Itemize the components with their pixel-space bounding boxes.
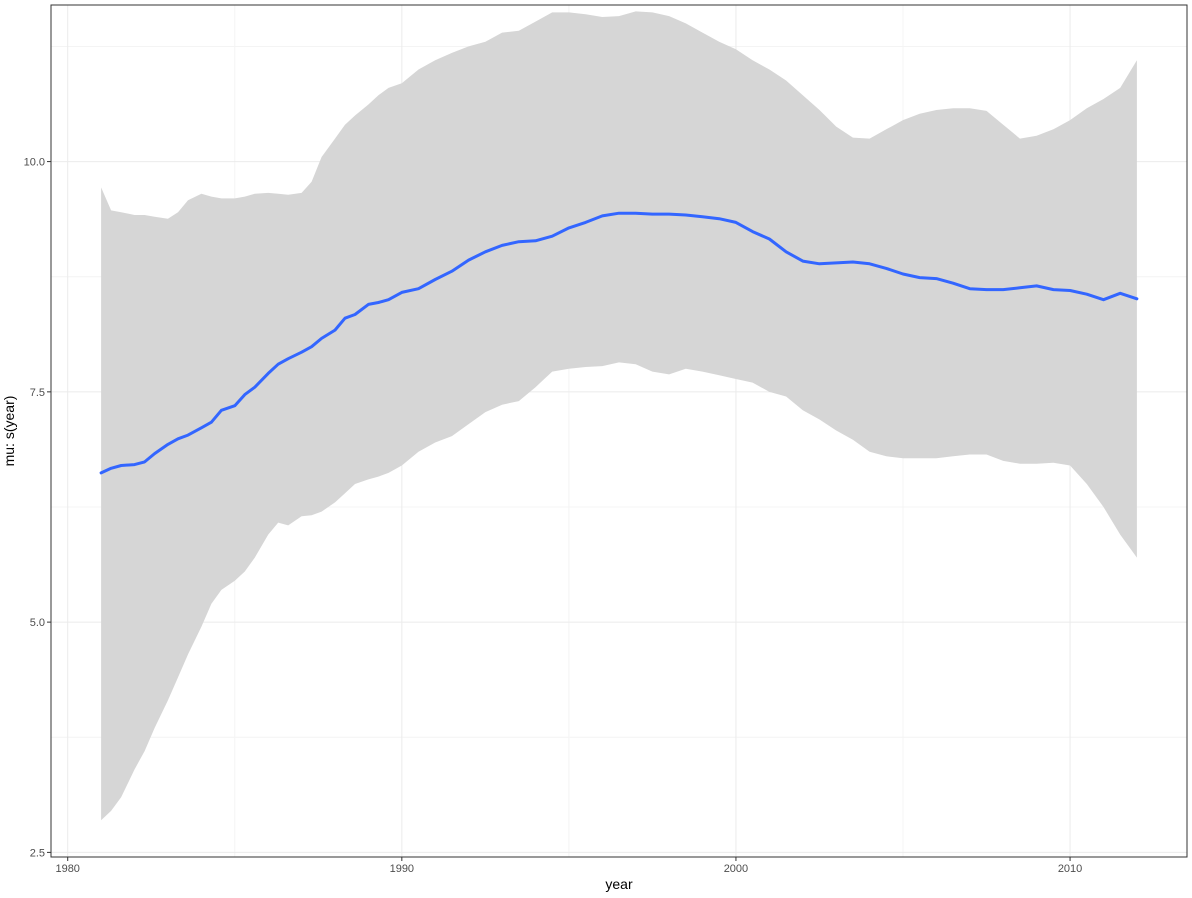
smooth-line: [99, 211, 1139, 475]
x-tick-label: 1990: [390, 863, 414, 875]
x-tick-label: 1980: [55, 863, 79, 875]
x-axis-title: year: [605, 876, 633, 892]
y-axis-ticks: 2.5 5.0 7.5 10.0: [24, 157, 51, 859]
y-tick-label: 10.0: [24, 157, 45, 169]
y-tick-label: 5.0: [30, 617, 45, 629]
y-tick-label: 7.5: [30, 387, 45, 399]
x-axis-ticks: 1980 1990 2000 2010: [55, 857, 1082, 875]
x-tick-label: 2010: [1058, 863, 1082, 875]
y-axis-title: mu: s(year): [1, 396, 17, 467]
panel-border: [50, 4, 1188, 858]
x-tick-label: 2000: [724, 863, 748, 875]
y-tick-label: 2.5: [30, 847, 45, 859]
confidence-band: [101, 11, 1137, 821]
